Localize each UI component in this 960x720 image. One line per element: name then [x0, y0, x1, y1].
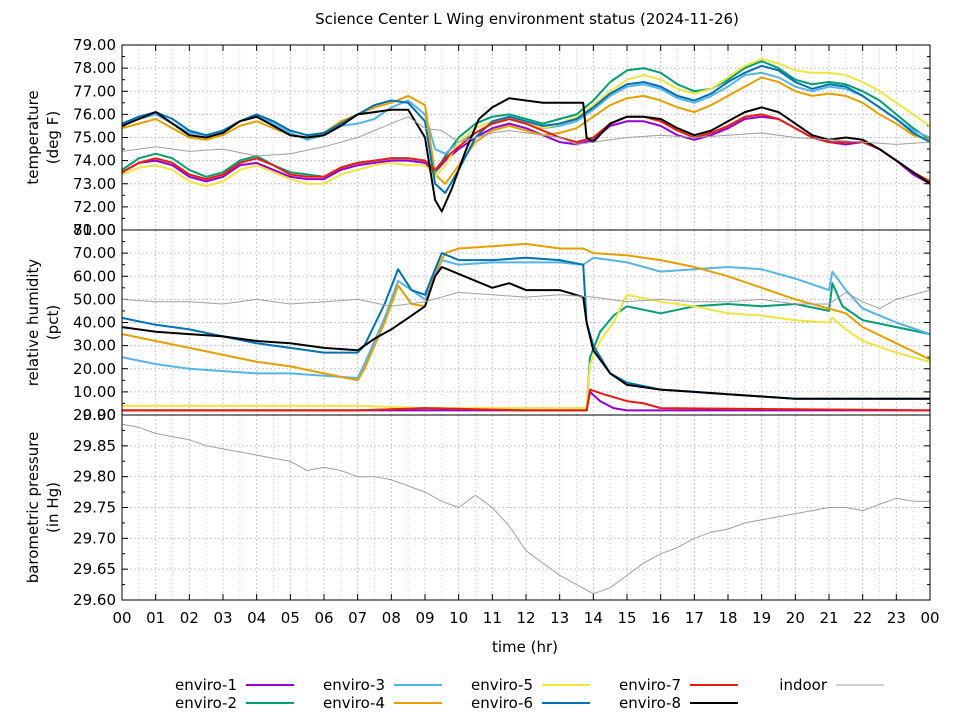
x-tick-label: 06 — [314, 609, 333, 627]
legend-label: indoor — [779, 676, 828, 694]
x-tick-label: 05 — [281, 609, 300, 627]
legend-label: enviro-7 — [619, 676, 681, 694]
series-line-enviro-4 — [121, 76, 931, 185]
x-axis: 00 01 02 03 04 05 06 07 08 09 10 11 12 13 14 15 16 17 18 19… — [112, 45, 940, 627]
series-line-enviro-6 — [121, 64, 931, 194]
x-tick-label: 01 — [146, 609, 165, 627]
legend-entry-indoor: indoor — [779, 676, 884, 694]
y-tick-label: 75.00 — [73, 129, 116, 147]
series-line-enviro-7 — [122, 388, 931, 412]
legend-entry-enviro-3: enviro-3 — [323, 676, 442, 694]
legend-entry-enviro-5: enviro-5 — [471, 676, 590, 694]
y-tick-label: 70.00 — [73, 244, 116, 262]
legend-entry-enviro-6: enviro-6 — [471, 694, 590, 712]
y-tick-label: 76.00 — [73, 105, 116, 123]
legend-label: enviro-3 — [323, 676, 385, 694]
legend-label: enviro-4 — [323, 694, 385, 712]
panel-0: 79.00 78.00 77.00 76.00 75.00 74.00 73.00 72.00… — [24, 36, 931, 239]
x-tick-label: 20 — [786, 609, 805, 627]
y-axis-label: temperature (deg F) — [24, 90, 62, 184]
y-tick-label: 50.00 — [73, 290, 116, 308]
legend-entry-enviro-4: enviro-4 — [323, 694, 442, 712]
y-tick-label: 30.00 — [73, 337, 116, 355]
x-tick-label: 12 — [516, 609, 535, 627]
x-tick-label: 14 — [584, 609, 603, 627]
x-axis-label: time (hr) — [492, 638, 558, 656]
y-axis-label-line: temperature — [24, 90, 42, 184]
legend-entry-enviro-7: enviro-7 — [619, 676, 738, 694]
y-tick-label: 29.90 — [73, 406, 116, 424]
series-line-enviro-2 — [121, 60, 931, 178]
x-tick-label: 08 — [382, 609, 401, 627]
y-axis-label-line: relative humidity — [24, 259, 42, 387]
x-tick-label: 11 — [483, 609, 502, 627]
y-tick-label: 29.60 — [73, 591, 116, 609]
legend-label: enviro-1 — [175, 676, 237, 694]
x-tick-label: 15 — [617, 609, 636, 627]
x-tick-label: 02 — [180, 609, 199, 627]
series-line-indoor — [121, 116, 931, 157]
y-tick-label: 74.00 — [73, 152, 116, 170]
x-tick-label: 17 — [685, 609, 704, 627]
chart-title: Science Center L Wing environment status… — [315, 10, 739, 28]
panel-2: 29.90 29.85 29.80 29.75 29.70 29.65 29.60 barom… — [24, 406, 931, 609]
series-line-enviro-8 — [121, 266, 930, 400]
x-tick-label: 09 — [415, 609, 434, 627]
y-tick-label: 10.00 — [73, 383, 116, 401]
y-tick-label: 77.00 — [73, 82, 116, 100]
legend-label: enviro-8 — [619, 694, 681, 712]
x-tick-label: 16 — [651, 609, 670, 627]
y-tick-label: 73.00 — [73, 175, 116, 193]
x-tick-label: 21 — [819, 609, 838, 627]
legend-label: enviro-5 — [471, 676, 533, 694]
series-line-indoor — [121, 423, 930, 595]
panel-1: 80.00 70.00 60.00 50.00 40.00 30.00 20.00 10.00… — [24, 221, 931, 424]
x-tick-label: 03 — [213, 609, 232, 627]
legend-label: enviro-6 — [471, 694, 533, 712]
legend-entry-enviro-8: enviro-8 — [619, 694, 738, 712]
series-line-enviro-3 — [121, 256, 931, 379]
series-line-enviro-4 — [121, 242, 931, 382]
y-tick-label: 71.00 — [73, 221, 116, 239]
y-tick-label: 0.00 — [83, 406, 116, 424]
y-axis-label-line: (deg F) — [44, 111, 62, 164]
y-tick-label: 79.00 — [73, 36, 116, 54]
series-line-enviro-8 — [121, 97, 931, 213]
x-tick-label: 07 — [348, 609, 367, 627]
x-tick-label: 13 — [550, 609, 569, 627]
x-tick-label: 18 — [718, 609, 737, 627]
y-tick-label: 29.70 — [73, 529, 116, 547]
y-axis-label-line: barometric pressure — [24, 432, 42, 584]
y-tick-label: 29.80 — [73, 468, 116, 486]
y-axis-label-line: (pct) — [44, 305, 62, 340]
series-line-enviro-7 — [121, 113, 931, 183]
x-tick-label: 10 — [449, 609, 468, 627]
y-tick-label: 60.00 — [73, 267, 116, 285]
x-tick-label: 04 — [247, 609, 266, 627]
y-tick-label: 20.00 — [73, 360, 116, 378]
y-tick-label: 29.65 — [73, 560, 116, 578]
x-tick-label: 22 — [853, 609, 872, 627]
x-tick-label: 19 — [752, 609, 771, 627]
legend-entry-enviro-1: enviro-1 — [175, 676, 294, 694]
legend-entry-enviro-2: enviro-2 — [175, 694, 294, 712]
series-line-indoor — [121, 289, 931, 310]
x-tick-label: 23 — [887, 609, 906, 627]
y-axis-label: barometric pressure (in Hg) — [24, 432, 62, 584]
y-tick-label: 40.00 — [73, 314, 116, 332]
x-tick-label: 00 — [920, 609, 939, 627]
x-tick-label: 00 — [112, 609, 131, 627]
y-axis-label-line: (in Hg) — [44, 482, 62, 533]
y-tick-label: 29.75 — [73, 499, 116, 517]
y-axis-label: relative humidity (pct) — [24, 259, 62, 387]
y-tick-label: 78.00 — [73, 59, 116, 77]
y-tick-label: 80.00 — [73, 221, 116, 239]
y-tick-label: 72.00 — [73, 198, 116, 216]
legend-label: enviro-2 — [175, 694, 237, 712]
y-tick-label: 29.85 — [73, 437, 116, 455]
